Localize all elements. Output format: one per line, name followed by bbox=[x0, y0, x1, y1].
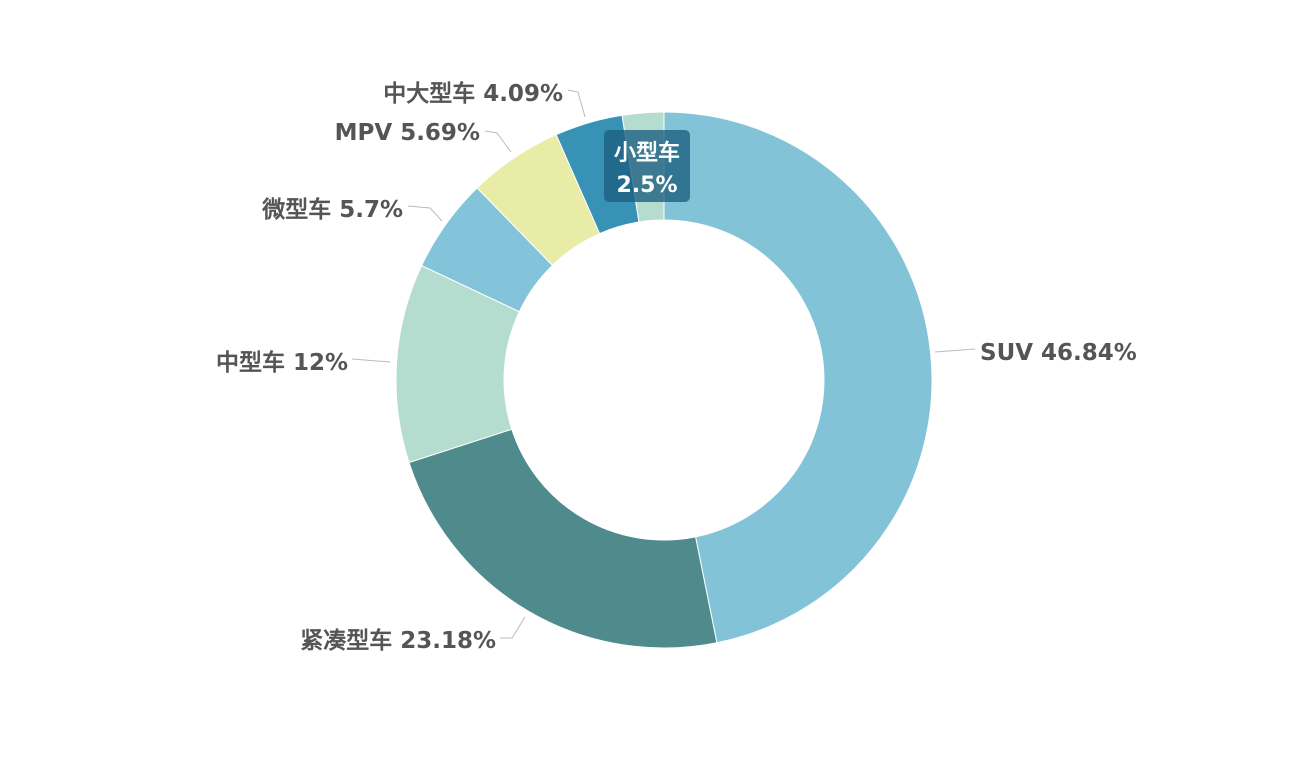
leader-line-0 bbox=[934, 348, 976, 353]
slice-label-1: 紧凑型车 23.18% bbox=[300, 627, 496, 654]
slice-label-5: 中大型车 4.09% bbox=[383, 80, 563, 107]
leader-line-5 bbox=[567, 89, 586, 118]
leader-line-2 bbox=[351, 358, 391, 363]
slice-1[interactable] bbox=[408, 428, 718, 649]
leader-line-1 bbox=[500, 616, 526, 639]
slice-label-0: SUV 46.84% bbox=[980, 340, 1137, 366]
slice-label-3: 微型车 5.7% bbox=[261, 196, 403, 223]
labels-group: SUV 46.84% 紧凑型车 23.18% 中型车 12% 微型车 5.7% MPV … bbox=[216, 80, 1137, 654]
slice-0[interactable] bbox=[663, 111, 933, 644]
slice-label-4: MPV 5.69% bbox=[335, 120, 480, 146]
tooltip-background bbox=[604, 130, 690, 202]
leader-lines-group bbox=[351, 89, 976, 639]
leader-line-3 bbox=[407, 205, 443, 222]
leader-line-4 bbox=[484, 130, 512, 153]
highlight-tooltip: 小型车 2.5% bbox=[604, 130, 690, 202]
tooltip-value: 2.5% bbox=[616, 173, 677, 198]
tooltip-name: 小型车 bbox=[614, 140, 680, 166]
slice-label-2: 中型车 12% bbox=[216, 349, 348, 376]
